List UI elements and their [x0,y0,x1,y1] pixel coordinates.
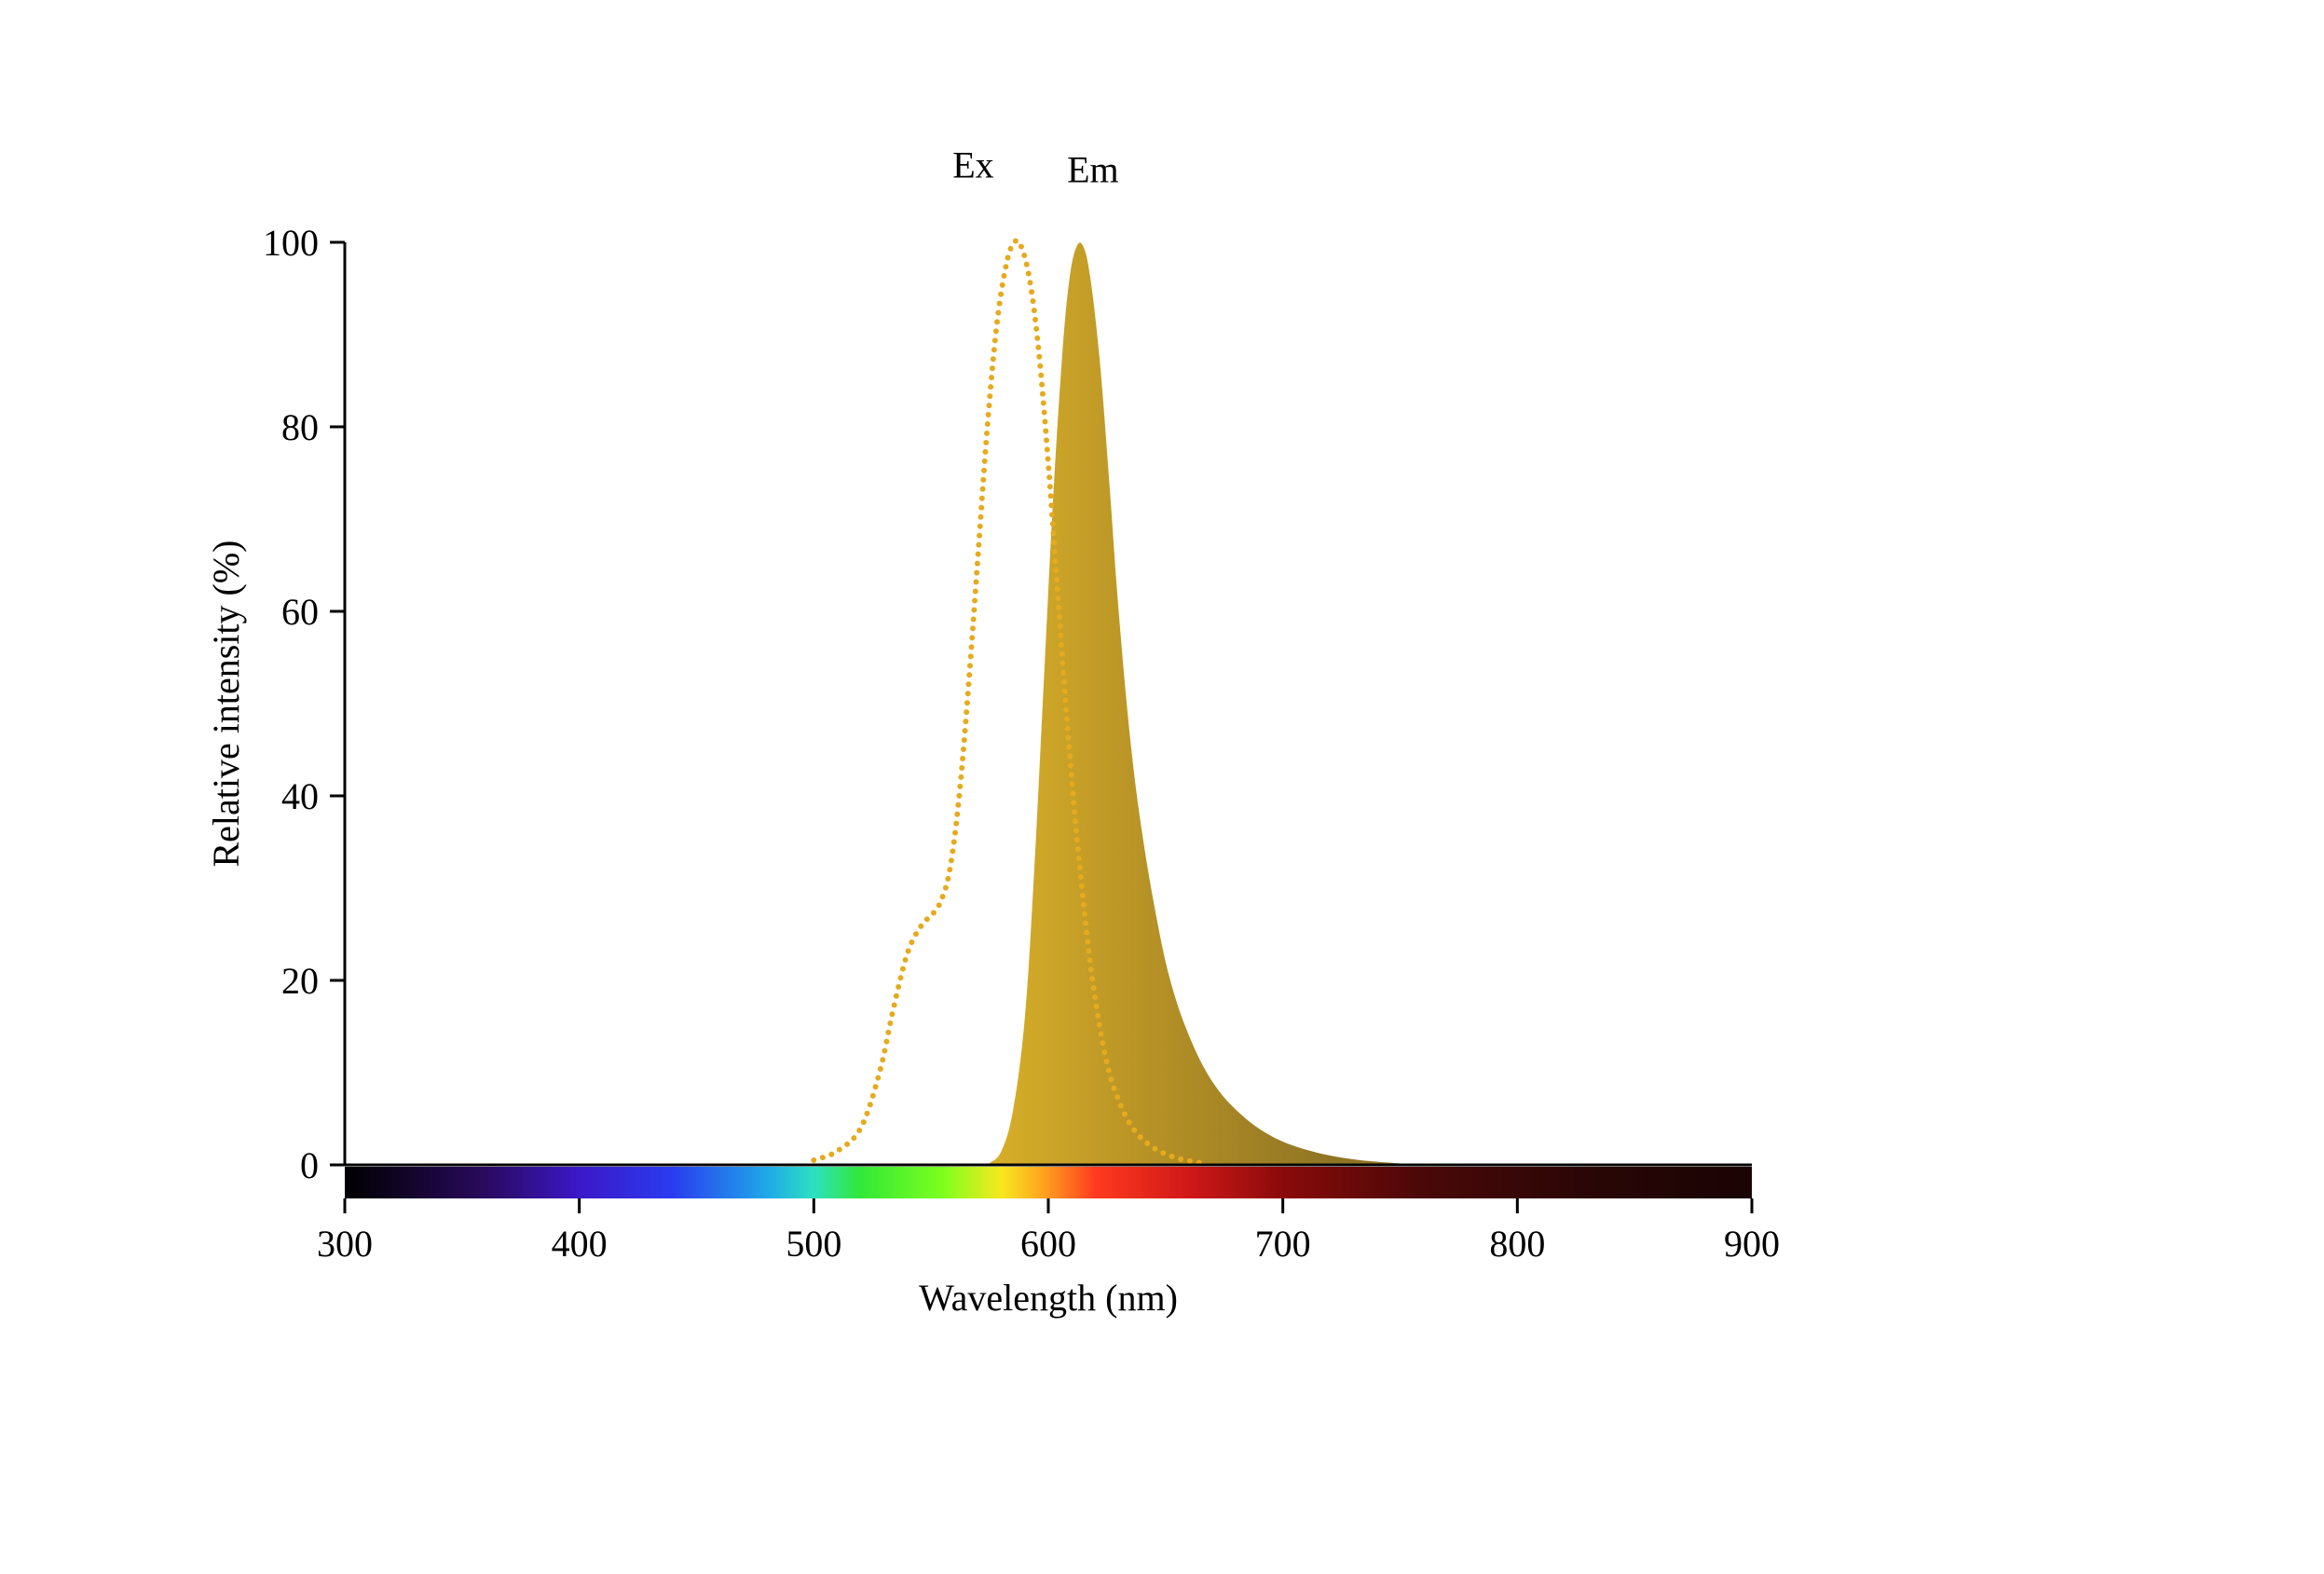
spectrum-chart: 300 400 500 600 700 800 900 0 20 40 60 80 100 Wavelen… [0,0,2324,1569]
spectrum-bar [345,1167,1752,1198]
x-tick-label: 800 [1489,1223,1545,1265]
x-axis-label: Wavelength (nm) [919,1277,1178,1319]
x-tick-label: 300 [317,1223,373,1265]
x-tick-label: 900 [1724,1223,1780,1265]
y-tick-label: 0 [300,1144,319,1186]
emission-label: Em [1067,149,1119,191]
excitation-label: Ex [952,144,993,186]
x-tick-label: 500 [786,1223,841,1265]
y-tick-label: 60 [281,591,319,633]
y-tick-label: 100 [263,222,319,264]
x-tick-label: 400 [552,1223,608,1265]
chart-svg: 300 400 500 600 700 800 900 0 20 40 60 80 100 Wavelen… [0,0,2324,1569]
y-tick-label: 80 [281,406,319,448]
x-tick-label: 700 [1255,1223,1311,1265]
y-tick-label: 20 [281,960,319,1002]
y-tick-label: 40 [281,775,319,817]
x-tick-label: 600 [1020,1223,1076,1265]
y-axis-label: Relative intensity (%) [205,540,247,867]
